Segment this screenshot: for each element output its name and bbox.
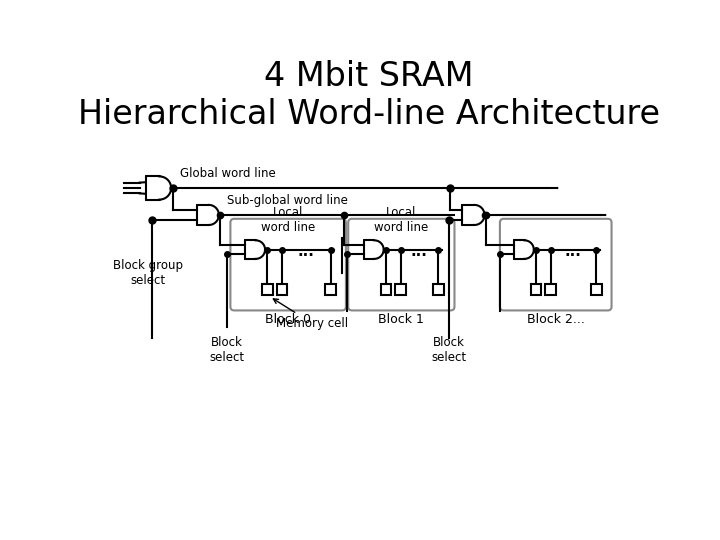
Text: Block
select: Block select bbox=[431, 336, 467, 364]
Bar bbox=[433, 284, 444, 295]
FancyBboxPatch shape bbox=[230, 219, 346, 310]
Text: Sub-global word line: Sub-global word line bbox=[227, 194, 348, 207]
FancyBboxPatch shape bbox=[500, 219, 611, 310]
Bar bbox=[262, 284, 273, 295]
Bar bbox=[395, 284, 406, 295]
Text: Block
select: Block select bbox=[209, 336, 244, 364]
Text: Block 1: Block 1 bbox=[379, 313, 424, 326]
Text: Memory cell: Memory cell bbox=[274, 299, 348, 329]
Bar bbox=[325, 284, 336, 295]
Text: ...: ... bbox=[411, 244, 428, 259]
Bar bbox=[590, 284, 601, 295]
Text: Global word line: Global word line bbox=[180, 167, 276, 180]
FancyBboxPatch shape bbox=[348, 219, 454, 310]
Bar bbox=[381, 284, 392, 295]
Text: ...: ... bbox=[298, 244, 315, 259]
Bar bbox=[276, 284, 287, 295]
Text: 4 Mbit SRAM
Hierarchical Word-line Architecture: 4 Mbit SRAM Hierarchical Word-line Archi… bbox=[78, 60, 660, 131]
Text: Block 0: Block 0 bbox=[265, 313, 311, 326]
Bar bbox=[545, 284, 556, 295]
Text: Block group
select: Block group select bbox=[113, 259, 183, 287]
Text: Local
word line: Local word line bbox=[374, 206, 428, 234]
Text: ...: ... bbox=[565, 244, 582, 259]
Text: Block 2...: Block 2... bbox=[527, 313, 585, 326]
Text: Local
word line: Local word line bbox=[261, 206, 315, 234]
Bar bbox=[531, 284, 541, 295]
